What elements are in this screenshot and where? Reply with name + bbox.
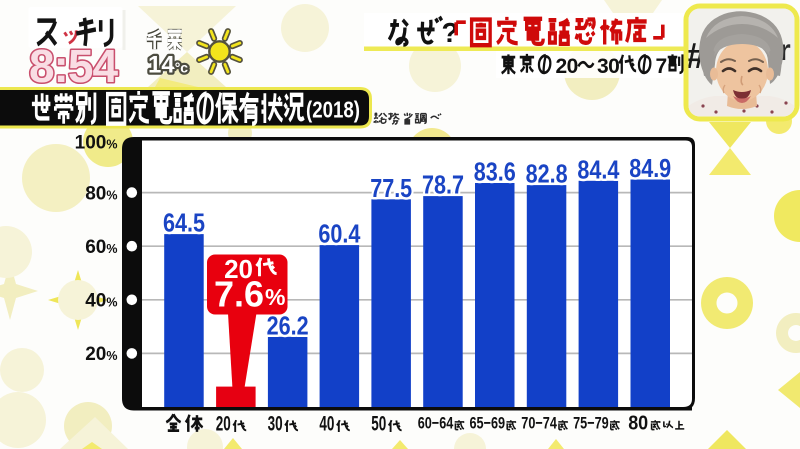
svg-text:20: 20 <box>216 413 231 436</box>
svg-text:20%: 20% <box>85 344 117 365</box>
svg-text:20: 20 <box>224 254 253 284</box>
svg-text:7.6: 7.6 <box>214 274 264 315</box>
svg-text:65−69: 65−69 <box>470 414 506 433</box>
svg-text:82.8: 82.8 <box>526 159 568 189</box>
svg-text:?: ? <box>441 17 458 48</box>
svg-text:8:54: 8:54 <box>29 40 118 92</box>
svg-text:64.5: 64.5 <box>163 208 205 238</box>
svg-text:77.5: 77.5 <box>370 173 412 203</box>
svg-text:30: 30 <box>268 413 283 436</box>
svg-text:60.4: 60.4 <box>318 219 360 249</box>
svg-text:83.6: 83.6 <box>474 157 516 187</box>
svg-text:80: 80 <box>628 413 648 435</box>
svg-text:40: 40 <box>319 413 334 436</box>
svg-text:40%: 40% <box>85 291 117 312</box>
svg-text:20: 20 <box>556 55 578 78</box>
svg-text:14°c: 14°c <box>148 52 188 79</box>
svg-text:80%: 80% <box>85 183 117 204</box>
svg-text:60%: 60% <box>85 237 117 258</box>
svg-text:50: 50 <box>371 413 386 436</box>
svg-text:100%: 100% <box>75 132 118 153</box>
svg-text:70−74: 70−74 <box>521 414 557 433</box>
svg-text:26.2: 26.2 <box>267 310 309 340</box>
svg-text:84.9: 84.9 <box>629 153 671 183</box>
svg-text:(2018): (2018) <box>306 97 360 123</box>
svg-text:60−64: 60−64 <box>418 414 454 433</box>
svg-text:7: 7 <box>656 55 668 78</box>
svg-text:%: % <box>265 284 285 310</box>
svg-text:75−79: 75−79 <box>573 414 609 433</box>
svg-text:30: 30 <box>597 55 619 78</box>
svg-text:78.7: 78.7 <box>422 170 464 200</box>
svg-text:84.4: 84.4 <box>577 154 619 184</box>
